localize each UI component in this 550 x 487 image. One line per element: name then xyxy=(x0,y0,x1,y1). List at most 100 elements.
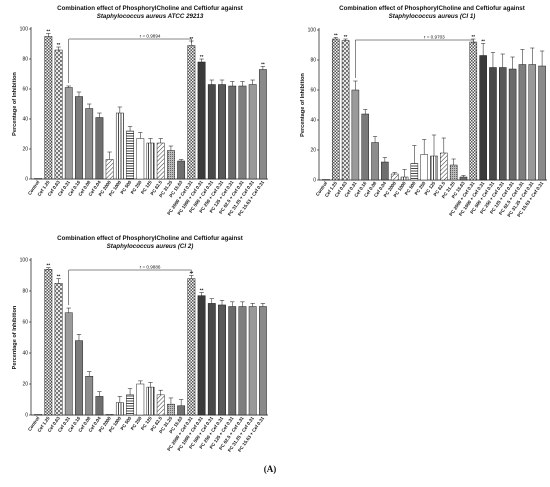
y-tick-label: 0 xyxy=(25,177,28,183)
chart-ci-1: Combination effect of PhosphorylCholine … xyxy=(300,5,547,218)
chart-subtitle: Staphylococcus aureus (CI 2) xyxy=(107,243,194,250)
chart-title: Combination effect of PhosphorylCholine … xyxy=(339,5,525,12)
y-tick-label: 80 xyxy=(22,57,28,63)
bar xyxy=(459,176,468,181)
bar xyxy=(207,84,216,180)
chart-ci-2: Combination effect of PhosphorylCholine … xyxy=(12,235,268,453)
bar xyxy=(54,49,63,180)
y-tick-label: 0 xyxy=(25,413,28,419)
bar xyxy=(469,41,478,181)
figure-label: (A) xyxy=(264,464,277,474)
bar xyxy=(177,405,186,416)
bar xyxy=(228,306,237,416)
significance-marker: ** xyxy=(261,61,265,66)
bar xyxy=(167,403,175,416)
bar xyxy=(95,117,104,180)
bar xyxy=(167,150,175,180)
y-tick-label: 60 xyxy=(22,87,28,93)
significance-marker: ** xyxy=(200,54,204,59)
significance-marker: ** xyxy=(472,34,476,39)
bar xyxy=(400,176,409,181)
bar xyxy=(126,394,134,416)
bar xyxy=(218,304,226,416)
bar xyxy=(64,87,73,180)
significance-marker: ** xyxy=(200,287,204,292)
bar xyxy=(136,138,145,180)
bar xyxy=(115,402,124,416)
bar xyxy=(538,65,546,181)
bar xyxy=(248,84,257,180)
y-tick-label: 60 xyxy=(22,320,28,326)
bar xyxy=(54,283,63,416)
bar xyxy=(136,383,145,416)
bar xyxy=(440,152,448,181)
bar xyxy=(238,85,247,180)
bar xyxy=(410,163,419,181)
y-tick-label: 80 xyxy=(22,289,28,295)
bar xyxy=(105,414,114,416)
y-tick-label: 100 xyxy=(20,27,29,33)
bar xyxy=(44,269,53,416)
bar xyxy=(331,38,340,181)
bar xyxy=(351,89,360,181)
bar xyxy=(85,376,94,416)
correlation-value: r = 0.9894 xyxy=(140,34,161,39)
correlation-value: r = 0.9703 xyxy=(424,35,445,40)
y-tick-label: 80 xyxy=(310,58,316,64)
bar xyxy=(361,113,369,181)
bar xyxy=(115,112,124,180)
y-tick-label: 60 xyxy=(310,88,316,94)
bar xyxy=(322,179,330,181)
bar xyxy=(126,130,134,180)
bar xyxy=(105,159,114,180)
bar xyxy=(499,67,507,181)
bar xyxy=(381,161,389,181)
bar xyxy=(207,303,216,416)
bar xyxy=(187,45,196,180)
bar xyxy=(218,84,226,180)
significance-marker: ** xyxy=(344,34,348,39)
bar xyxy=(248,306,257,416)
y-tick-label: 20 xyxy=(22,382,28,388)
y-tick-label: 40 xyxy=(22,117,28,123)
significance-marker: ** xyxy=(481,38,485,43)
correlation-value: r = 0.9886 xyxy=(140,265,161,270)
bar xyxy=(75,340,83,416)
bar xyxy=(34,178,43,180)
y-axis-label: Percentage of Inhibition xyxy=(12,72,18,136)
bar xyxy=(177,160,186,180)
bar xyxy=(258,306,267,416)
bar xyxy=(85,108,94,180)
bar xyxy=(371,142,379,181)
y-tick-label: 20 xyxy=(310,148,316,154)
y-axis-label: Percentage of Inhibition xyxy=(300,73,306,137)
bar xyxy=(44,36,53,180)
chart-title: Combination effect of PhosphorylCholine … xyxy=(57,235,243,242)
y-tick-label: 100 xyxy=(20,258,29,264)
bar xyxy=(34,414,43,416)
bar xyxy=(146,142,155,180)
chart-subtitle: Staphylococcus aureus ATCC 29213 xyxy=(97,13,204,20)
chart-atcc-29213: Combination effect of PhosphorylCholine … xyxy=(12,5,268,217)
bar xyxy=(479,55,487,181)
bar xyxy=(187,278,196,416)
bar xyxy=(518,64,527,181)
significance-marker: ** xyxy=(190,36,194,41)
y-tick-label: 40 xyxy=(310,118,316,124)
bar xyxy=(341,40,350,181)
bar xyxy=(197,61,206,180)
bar xyxy=(95,396,104,416)
y-tick-label: 20 xyxy=(22,147,28,153)
bar xyxy=(75,96,83,180)
bar xyxy=(258,69,267,180)
significance-marker: ** xyxy=(47,263,51,268)
bar xyxy=(489,67,497,181)
significance-marker: ** xyxy=(47,28,51,33)
bar xyxy=(528,64,537,181)
significance-marker: ** xyxy=(57,42,61,47)
bar xyxy=(197,295,206,416)
bar xyxy=(64,312,73,416)
bar xyxy=(430,155,438,181)
bar xyxy=(156,394,165,416)
